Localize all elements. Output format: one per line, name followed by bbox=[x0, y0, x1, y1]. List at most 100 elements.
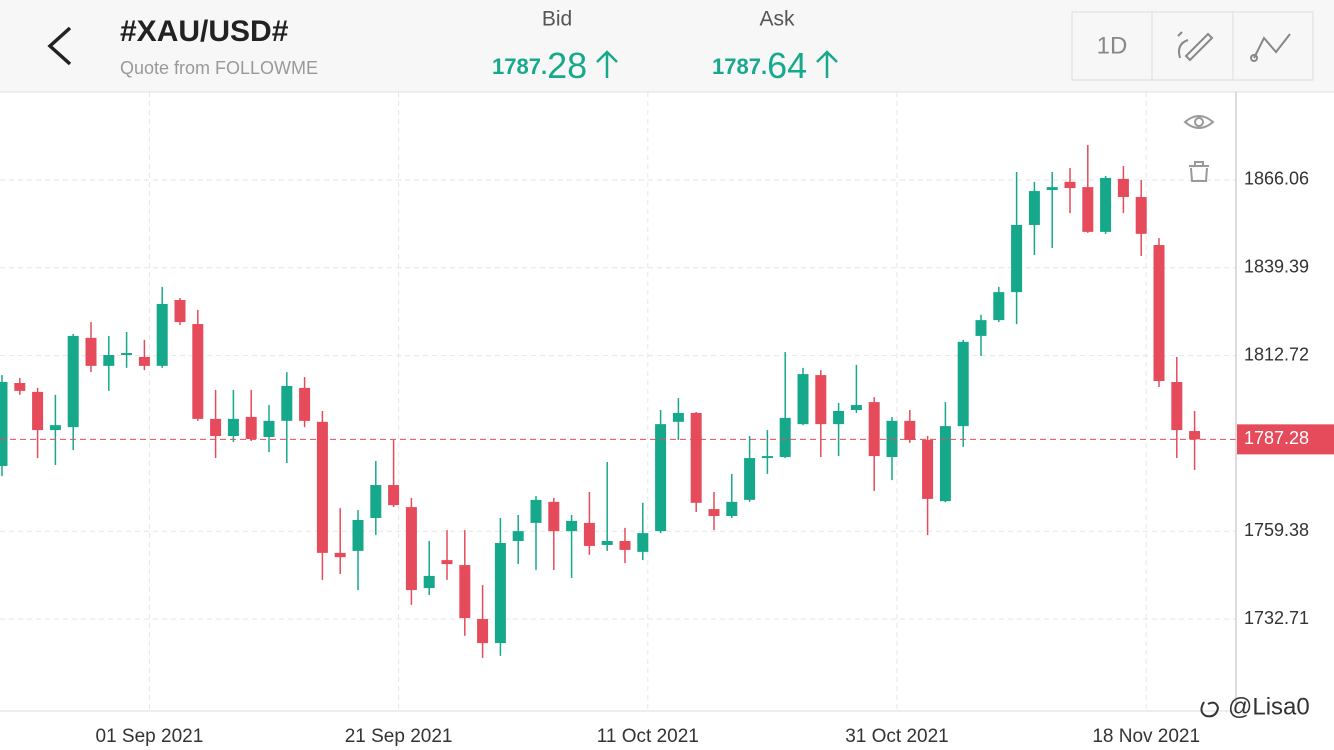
indicator-button[interactable] bbox=[1250, 33, 1291, 62]
y-tick-label: 1732.71 bbox=[1244, 608, 1309, 628]
candle-body bbox=[1189, 431, 1201, 440]
candle-body bbox=[67, 335, 79, 428]
candle-body bbox=[352, 519, 364, 551]
bid-up-arrow bbox=[596, 50, 618, 78]
bid-label: Bid bbox=[542, 8, 572, 31]
candle-body bbox=[32, 391, 44, 431]
visibility-icon[interactable] bbox=[1183, 115, 1215, 129]
quote-source: Quote from FOLLOWME bbox=[120, 58, 318, 78]
candle-body bbox=[548, 501, 560, 532]
x-tick-label: 11 Oct 2021 bbox=[597, 726, 699, 747]
candle-body bbox=[334, 552, 346, 558]
candle-body bbox=[1171, 382, 1183, 431]
watermark: @Lisa0 bbox=[1228, 693, 1310, 720]
watermark-logo bbox=[1200, 701, 1220, 718]
candle-body bbox=[192, 324, 204, 419]
toolbar bbox=[1071, 11, 1314, 81]
candle-body bbox=[655, 424, 667, 532]
candle-body bbox=[405, 507, 417, 591]
back-button[interactable] bbox=[47, 26, 72, 66]
draw-tool-button[interactable] bbox=[1177, 31, 1214, 62]
candle-body bbox=[49, 425, 61, 431]
candle-body bbox=[1064, 181, 1076, 189]
candle-body bbox=[138, 356, 150, 366]
candle-body bbox=[103, 355, 115, 366]
x-tick-label: 21 Sep 2021 bbox=[345, 726, 453, 747]
ask-up-arrow bbox=[816, 50, 838, 78]
symbol-title: #XAU/USD# bbox=[120, 15, 289, 48]
candle-body bbox=[1028, 191, 1040, 225]
candle-body bbox=[833, 410, 845, 425]
candle-body bbox=[512, 531, 524, 542]
candle-body bbox=[601, 541, 613, 545]
candle-body bbox=[850, 405, 862, 410]
last-price-label: 1787.28 bbox=[1244, 428, 1309, 448]
bid-price: 1787.28 bbox=[492, 45, 587, 86]
candle-body bbox=[494, 542, 506, 644]
candle-body bbox=[174, 300, 186, 323]
candle-body bbox=[85, 337, 97, 366]
ask-label: Ask bbox=[759, 8, 795, 31]
candle-body bbox=[156, 303, 168, 366]
candle-body bbox=[1011, 224, 1023, 293]
x-tick-label: 18 Nov 2021 bbox=[1092, 726, 1200, 747]
candle-body bbox=[14, 382, 26, 391]
candle-body bbox=[388, 485, 400, 506]
candle-body bbox=[1117, 178, 1129, 197]
candle-body bbox=[815, 375, 827, 425]
candle-body bbox=[459, 565, 471, 619]
candle-body bbox=[566, 520, 578, 532]
y-tick-label: 1866.06 bbox=[1244, 169, 1309, 189]
candle-body bbox=[904, 420, 916, 440]
candle-body bbox=[530, 499, 542, 523]
y-tick-label: 1759.38 bbox=[1244, 520, 1309, 540]
candle-body bbox=[708, 509, 720, 516]
y-tick-label: 1812.72 bbox=[1244, 344, 1309, 364]
candle-body bbox=[263, 420, 275, 437]
x-tick-label: 01 Sep 2021 bbox=[96, 726, 204, 747]
candle-body bbox=[619, 541, 631, 550]
candle-body bbox=[993, 292, 1005, 321]
candle-body bbox=[975, 320, 987, 336]
candle-body bbox=[1135, 196, 1147, 234]
x-tick-label: 31 Oct 2021 bbox=[845, 726, 949, 747]
candle-body bbox=[726, 501, 738, 516]
candle-body bbox=[316, 421, 328, 553]
ask-pips: 64 bbox=[767, 45, 807, 86]
candle-body bbox=[245, 416, 257, 439]
candle-body bbox=[868, 402, 880, 457]
bid-main: 1787. bbox=[492, 54, 547, 79]
candle-body bbox=[744, 458, 756, 500]
candle-body bbox=[210, 418, 222, 436]
candle-body bbox=[477, 619, 489, 644]
candle-body bbox=[583, 522, 595, 546]
ask-price: 1787.64 bbox=[712, 45, 807, 86]
ask-main: 1787. bbox=[712, 54, 767, 79]
candle-body bbox=[761, 456, 773, 459]
candle-body bbox=[227, 418, 239, 436]
candle-body bbox=[779, 417, 791, 458]
candle-body bbox=[0, 382, 8, 466]
candle-body bbox=[281, 385, 293, 421]
last-price-tag bbox=[1237, 424, 1334, 455]
candle-body bbox=[957, 341, 969, 427]
candle-body bbox=[1153, 245, 1165, 382]
candle-body bbox=[922, 439, 934, 499]
candle-body bbox=[797, 374, 809, 425]
candle-body bbox=[637, 533, 649, 552]
candle-body bbox=[441, 560, 453, 565]
candle-body bbox=[1100, 177, 1112, 232]
delete-icon[interactable] bbox=[1189, 161, 1209, 182]
candle-body bbox=[672, 412, 684, 422]
candle-body bbox=[423, 575, 435, 589]
candle-body bbox=[1082, 187, 1094, 232]
candle-body bbox=[939, 426, 951, 502]
candle-body bbox=[299, 387, 311, 421]
candle-body bbox=[370, 485, 382, 518]
plot-area bbox=[0, 92, 1236, 710]
period-button[interactable]: 1D bbox=[1097, 32, 1128, 59]
bid-pips: 28 bbox=[547, 45, 587, 86]
candle-body bbox=[121, 353, 133, 356]
